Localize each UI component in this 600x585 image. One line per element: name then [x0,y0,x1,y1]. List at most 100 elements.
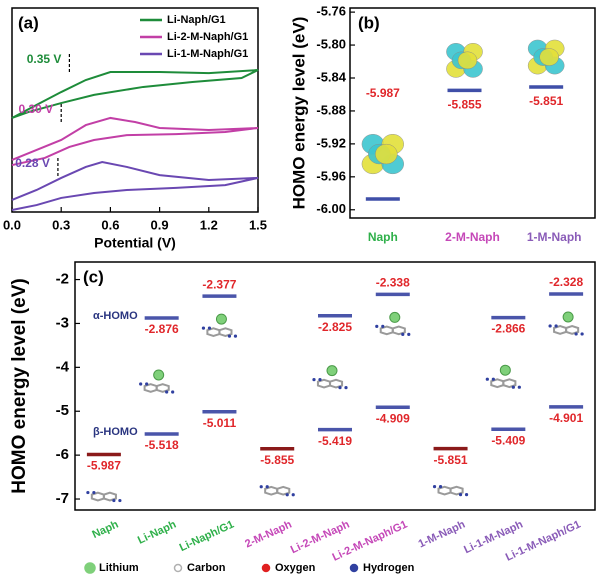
legend-swatch [84,562,96,574]
value-label: -2.377 [202,277,236,291]
value-label: -2.876 [145,322,179,336]
hydrogen [318,378,322,382]
value-label: -5.855 [447,98,481,112]
legend-label: Li-Naph/G1 [167,14,226,26]
hydrogen [458,492,463,497]
panel-label: (c) [83,267,104,286]
cv-curve [11,69,259,119]
axes-frame [74,261,596,511]
hydrogen [580,332,584,336]
molecule-ring [565,325,580,335]
value-label: -4.909 [376,411,410,425]
x-tick-label: 1.5 [249,217,267,232]
y-tick-label: -5.76 [316,4,346,19]
hydrogen [438,484,443,489]
x-tick-label: Li-Naph [136,518,178,546]
y-tick-label: -4 [56,358,70,375]
hydrogen [407,332,411,336]
lithium [153,369,165,381]
hydrogen [517,385,521,389]
legend-label: Li-1-M-Naph/G1 [167,48,248,60]
hydrogen [118,498,122,503]
value-label: -2.866 [491,322,525,336]
hydrogen [171,390,175,394]
series-label: α-HOMO [93,310,138,322]
cv-curve [11,160,259,211]
hydrogen [432,484,437,489]
value-label: -5.518 [145,438,179,452]
hydrogen [491,377,495,381]
value-label: -5.409 [491,433,525,447]
hydrogen [86,490,90,495]
molecule-ring [449,485,464,496]
value-label: -2.338 [376,276,410,290]
y-tick-label: -7 [56,490,69,507]
value-label: -5.987 [366,86,400,100]
x-tick-label: 2-M-Naph [445,230,500,244]
lithium [562,311,574,323]
y-tick-label: -5.88 [316,102,346,117]
y-tick-label: -5 [56,402,69,419]
axes-frame [11,7,259,213]
orbital-lobe [375,143,398,165]
hydrogen [233,334,238,338]
legend-label: Carbon [187,562,226,574]
x-tick-label: Naph [90,518,120,541]
annotation: 0.35 V [27,52,62,66]
hydrogen [554,324,558,328]
hydrogen [227,334,232,338]
x-tick-label: 0.9 [151,217,169,232]
panel-label: (a) [18,13,39,32]
x-tick-label: 2-M-Naph [243,518,294,550]
value-label: -5.851 [529,94,563,108]
hydrogen [145,382,149,386]
value-label: -5.419 [318,434,352,448]
orbital-lobe [539,48,559,66]
series-label: β-HOMO [93,426,138,438]
y-tick-label: -3 [56,314,69,331]
hydrogen [464,492,469,497]
hydrogen [285,493,289,497]
hydrogen [201,326,206,330]
x-tick-label: 1-M-Naph [527,230,582,244]
legend-label: Oxygen [275,562,316,574]
lithium [326,365,338,377]
hydrogen [112,498,116,503]
molecule-ring [276,485,291,496]
hydrogen [381,324,385,328]
x-tick-label: 1.2 [200,217,218,232]
y-axis-label: HOMO energy level (eV) [289,17,308,210]
legend-label: Li-2-M-Naph/G1 [167,31,248,43]
y-tick-label: -5.84 [316,69,346,84]
x-tick-label: 0.3 [52,217,70,232]
legend-swatch [173,563,183,573]
x-tick-label: Li-Naph/G1 [178,518,236,554]
x-tick-label: 1-M-Naph [417,518,468,550]
y-axis-label: HOMO energy level (eV) [9,278,30,493]
legend-label: Lithium [99,562,139,574]
annotation: 0.30 V [18,102,53,116]
hydrogen [165,390,169,394]
x-tick-label: 0.0 [3,217,21,232]
lithium [389,311,401,323]
y-tick-label: -5.80 [316,36,346,51]
legend-swatch [261,563,271,573]
x-axis-label: Potential (V) [94,235,176,251]
x-tick-label: 0.6 [101,217,119,232]
hydrogen [259,485,263,489]
lithium [499,364,511,376]
y-tick-label: -5.92 [316,135,346,150]
hydrogen [401,332,405,336]
lithium [215,313,227,325]
annotation: 0.28 V [15,156,50,170]
value-label: -5.011 [203,416,237,430]
hydrogen [485,377,489,381]
hydrogen [291,493,295,497]
y-tick-label: -5.96 [316,168,346,183]
hydrogen [548,324,552,328]
hydrogen [139,382,143,386]
y-tick-label: -6 [56,446,69,463]
hydrogen [344,386,348,390]
value-label: -2.825 [318,320,352,334]
